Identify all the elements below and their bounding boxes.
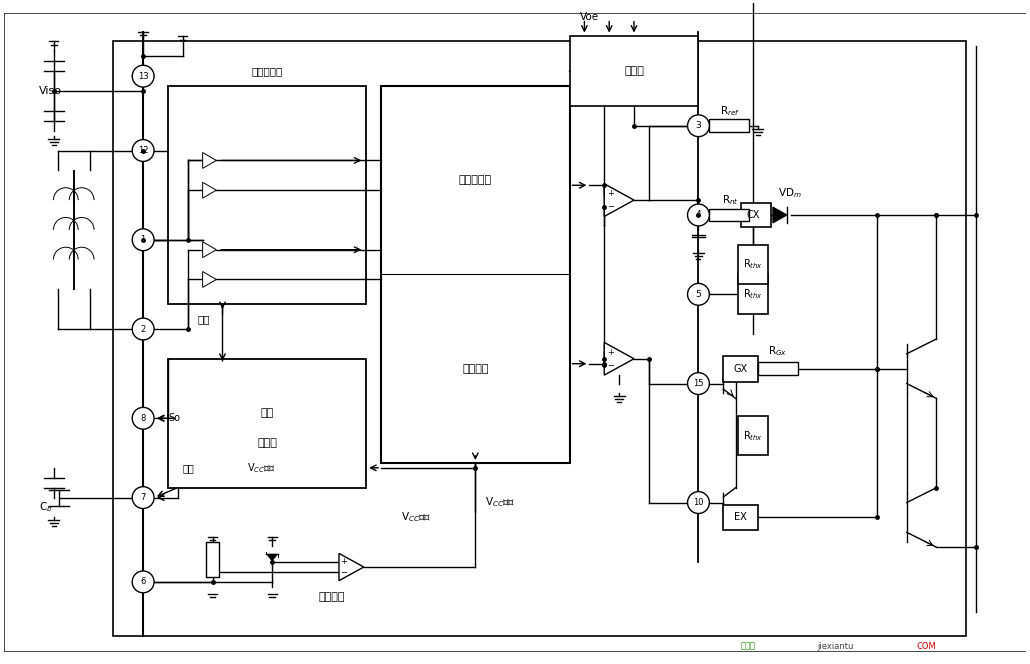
- Text: CX: CX: [747, 210, 760, 220]
- Text: Voe: Voe: [580, 12, 598, 22]
- Text: 复位: 复位: [182, 463, 195, 473]
- Bar: [168, 86, 367, 304]
- Text: 15: 15: [693, 379, 703, 388]
- Text: R$_{thx}$: R$_{thx}$: [743, 258, 763, 272]
- Text: jiexiantu: jiexiantu: [818, 642, 854, 651]
- Bar: [168, 359, 367, 487]
- Circle shape: [132, 318, 154, 340]
- Text: 脉冲逻辑: 脉冲逻辑: [462, 364, 488, 374]
- Text: −: −: [341, 568, 347, 577]
- Polygon shape: [605, 184, 634, 216]
- Circle shape: [688, 491, 710, 513]
- Polygon shape: [772, 207, 787, 223]
- Text: 7: 7: [140, 493, 146, 502]
- Bar: [113, 41, 966, 636]
- Text: 电源监视: 电源监视: [318, 592, 345, 602]
- Text: R$_{thx}$: R$_{thx}$: [743, 429, 763, 442]
- Polygon shape: [203, 153, 216, 169]
- Bar: [739, 416, 768, 456]
- Bar: [739, 245, 768, 284]
- Polygon shape: [203, 182, 216, 198]
- Circle shape: [688, 284, 710, 305]
- Text: V$_{CC}$故障: V$_{CC}$故障: [247, 461, 276, 475]
- Circle shape: [688, 204, 710, 226]
- Circle shape: [132, 571, 154, 593]
- Text: 5: 5: [695, 290, 701, 299]
- Bar: [723, 356, 758, 382]
- Circle shape: [132, 487, 154, 509]
- Text: +: +: [341, 557, 347, 566]
- Bar: [206, 542, 219, 577]
- Text: 4: 4: [695, 210, 701, 220]
- Circle shape: [688, 373, 710, 394]
- Text: GX: GX: [733, 364, 748, 374]
- Bar: [723, 505, 758, 531]
- Text: 定时器: 定时器: [258, 438, 277, 448]
- Text: 13: 13: [138, 72, 148, 80]
- Circle shape: [132, 229, 154, 251]
- Polygon shape: [267, 554, 277, 561]
- Bar: [739, 274, 768, 314]
- Text: R$_{Gx}$: R$_{Gx}$: [768, 344, 787, 358]
- Text: R$_{nt}$: R$_{nt}$: [722, 193, 739, 207]
- Text: +: +: [607, 348, 614, 357]
- Text: 变压器接口: 变压器接口: [251, 66, 282, 76]
- Bar: [710, 208, 749, 221]
- Text: So: So: [168, 413, 180, 423]
- Text: V$_{CC}$故障: V$_{CC}$故障: [401, 511, 432, 525]
- Text: R$_{thx}$: R$_{thx}$: [743, 288, 763, 301]
- Text: −: −: [607, 361, 614, 370]
- Text: COM: COM: [917, 642, 936, 651]
- Circle shape: [132, 408, 154, 429]
- Text: 6: 6: [140, 578, 146, 586]
- Text: +: +: [607, 189, 614, 198]
- Text: 10: 10: [693, 498, 703, 507]
- Circle shape: [132, 139, 154, 161]
- Text: 1: 1: [140, 235, 146, 244]
- Polygon shape: [203, 272, 216, 288]
- Text: 2: 2: [140, 325, 146, 333]
- Text: 8: 8: [140, 414, 146, 423]
- Text: EX: EX: [734, 513, 747, 523]
- Text: −: −: [607, 202, 614, 211]
- Text: 故障: 故障: [198, 314, 210, 324]
- Text: Viso: Viso: [39, 86, 62, 96]
- Bar: [570, 37, 698, 106]
- Bar: [742, 203, 770, 227]
- Polygon shape: [203, 242, 216, 258]
- Polygon shape: [339, 553, 364, 580]
- Text: 监视器: 监视器: [624, 66, 644, 76]
- Text: 3: 3: [695, 122, 701, 130]
- Text: 脉冲触发器: 脉冲触发器: [458, 175, 492, 185]
- Text: VD$_m$: VD$_m$: [778, 187, 801, 200]
- Bar: [710, 120, 749, 132]
- Text: R$_{ref}$: R$_{ref}$: [720, 104, 741, 118]
- Bar: [381, 86, 570, 463]
- Text: 12: 12: [138, 146, 148, 155]
- Circle shape: [132, 65, 154, 87]
- Text: V$_{CC}$故障: V$_{CC}$故障: [485, 495, 516, 509]
- Circle shape: [688, 115, 710, 137]
- Bar: [758, 363, 797, 375]
- Text: 接线图: 接线图: [741, 642, 756, 651]
- Text: 故障: 故障: [261, 408, 274, 418]
- Polygon shape: [605, 343, 634, 375]
- Text: C$_b$: C$_b$: [39, 501, 53, 515]
